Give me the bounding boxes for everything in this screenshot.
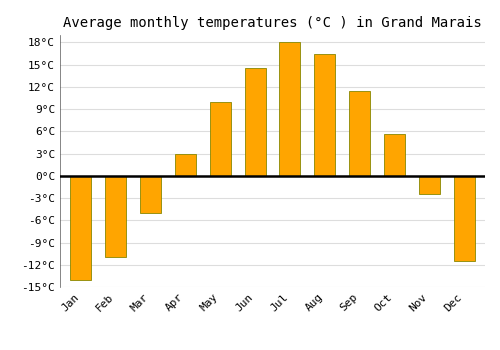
Bar [175,154,196,176]
Title: Average monthly temperatures (°C ) in Grand Marais: Average monthly temperatures (°C ) in Gr… [63,16,482,30]
Bar [454,176,474,261]
Bar [419,176,440,194]
Bar [210,102,231,176]
Bar [314,54,335,176]
Bar [106,176,126,257]
Bar [140,176,161,213]
Bar [349,91,370,176]
Bar [70,176,92,280]
Bar [244,68,266,176]
Bar [384,134,405,176]
Bar [280,42,300,176]
